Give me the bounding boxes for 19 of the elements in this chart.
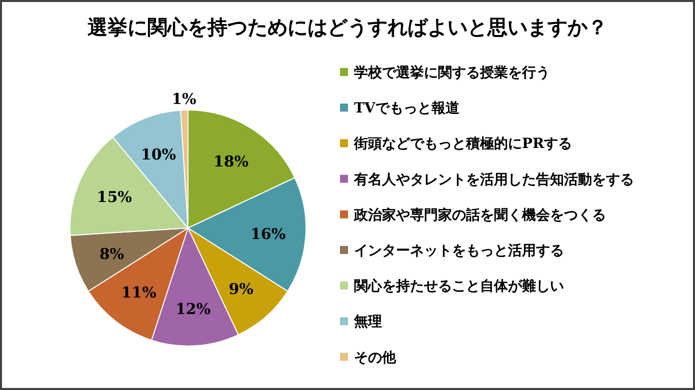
legend-label: 学校で選挙に関する授業を行う <box>354 64 550 81</box>
data-label: 16% <box>250 225 286 244</box>
legend-label: 有名人やタレントを活用した告知活動をする <box>353 172 634 188</box>
legend-label: 関心を持たせること自体が難しい <box>354 278 564 295</box>
legend-label: 街頭などでもっと積極的にPRする <box>353 136 572 152</box>
data-label: 18% <box>213 152 249 170</box>
data-label: 15% <box>96 188 132 206</box>
data-label: 12% <box>175 300 211 318</box>
legend-label: TVでもっと報道 <box>354 100 460 117</box>
data-label: 9% <box>228 280 254 298</box>
chart-title: 選挙に関心を持つためにはどうすればよいと思いますか？ <box>88 15 608 39</box>
legend-label: インターネットをもっと活用する <box>354 243 564 259</box>
data-label: 1% <box>172 90 196 108</box>
data-label: 10% <box>140 145 176 164</box>
legend-label: 政治家や専門家の話を聞く機会をつくる <box>353 206 606 224</box>
data-label: 8% <box>99 244 124 263</box>
legend-label: 無理 <box>353 314 382 330</box>
data-label: 11% <box>121 283 156 302</box>
legend-label: その他 <box>354 350 397 366</box>
